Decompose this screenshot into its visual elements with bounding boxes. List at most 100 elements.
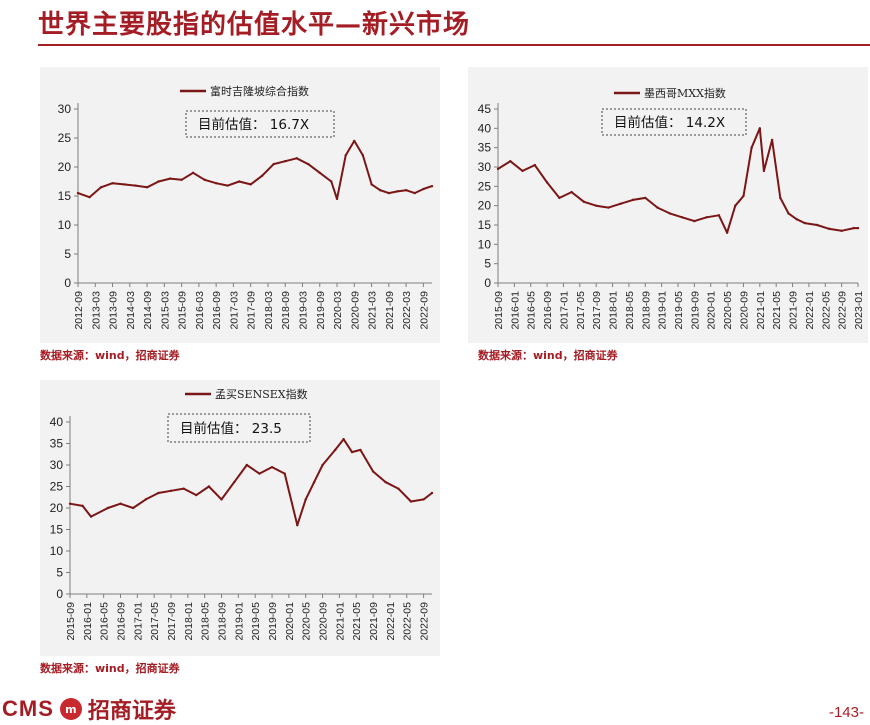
data-point [131, 506, 135, 510]
chart-source: 数据来源：wind，招商证券 [40, 349, 180, 362]
title-divider [38, 44, 870, 46]
data-point [157, 491, 160, 495]
x-tick-label: 2023-01 [853, 291, 865, 330]
data-point [582, 200, 586, 203]
x-tick-label: 2022-01 [385, 602, 397, 641]
data-point [318, 171, 321, 174]
x-tick-label: 2018-01 [183, 602, 195, 641]
x-tick-label: 2017-09 [166, 602, 178, 641]
x-tick-label: 2015-03 [159, 291, 171, 330]
legend-label: 孟买SENSEX指数 [215, 387, 308, 401]
data-point [226, 184, 229, 187]
data-point [350, 450, 354, 454]
y-tick-label: 40 [478, 121, 492, 135]
data-point [619, 202, 622, 205]
data-point [88, 195, 91, 199]
x-tick-label: 2021-03 [367, 291, 379, 330]
data-point [396, 190, 399, 193]
x-tick-label: 2022-01 [804, 291, 816, 330]
y-tick-label: 10 [58, 218, 72, 232]
data-point [76, 191, 80, 195]
x-tick-label: 2019-05 [250, 602, 262, 641]
y-tick-label: 35 [50, 437, 64, 451]
y-tick-label: 0 [56, 587, 63, 601]
data-point [134, 184, 137, 187]
x-tick-label: 2018-09 [217, 602, 229, 641]
x-tick-label: 2014-09 [142, 291, 154, 330]
chart-klci: 0 5 10 15 20 25 30 2012-09 2013-03 2013-09 2014-03… [58, 84, 434, 330]
x-tick-label: 2017-09 [591, 291, 603, 330]
data-point [750, 146, 753, 149]
chart-panel-sensex: 0 5 10 15 20 25 30 35 40 2015-09 2016-01 2016-05 201… [40, 380, 440, 656]
data-point [631, 198, 635, 202]
x-tick-label: 2019-09 [689, 291, 701, 330]
x-tick-label: 2020-01 [706, 291, 718, 330]
data-point [422, 498, 425, 501]
data-point [203, 178, 206, 181]
data-point [607, 206, 610, 209]
x-tick-label: 2015-09 [177, 291, 189, 330]
x-tick-label: 2017-05 [575, 291, 587, 330]
x-tick-label: 2019-01 [233, 602, 245, 641]
data-point [353, 139, 356, 143]
x-tick-label: 2021-05 [771, 291, 783, 330]
data-point [370, 183, 373, 186]
data-point [815, 223, 819, 227]
x-tick-label: 2017-05 [149, 602, 161, 641]
chart-source: 数据来源：wind，招商证券 [40, 662, 180, 675]
data-point [195, 493, 198, 497]
data-point [220, 498, 223, 501]
data-point [260, 174, 264, 177]
y-tick-label: 30 [50, 458, 64, 472]
data-point [283, 472, 286, 475]
logo-company-name: 招商证券 [87, 698, 176, 724]
data-point [119, 502, 122, 505]
data-point [404, 189, 408, 192]
data-point [430, 184, 434, 188]
x-tick-label: 2017-01 [132, 602, 144, 641]
x-tick-label: 2020-09 [349, 291, 361, 330]
data-point [856, 226, 860, 230]
data-point [770, 138, 774, 142]
data-point [81, 504, 84, 508]
data-point [409, 500, 413, 503]
page-number: -143- [828, 704, 864, 721]
x-tick-label: 2016-09 [116, 602, 128, 641]
data-point [68, 502, 72, 505]
x-tick-label: 2016-09 [542, 291, 554, 330]
x-tick-label: 2013-03 [90, 291, 102, 330]
data-point [496, 167, 500, 171]
data-point [371, 470, 375, 473]
x-tick-label: 2016-05 [526, 291, 538, 330]
data-point [378, 189, 382, 192]
x-tick-label: 2013-09 [108, 291, 120, 330]
annotation-text: 目前估值： 14.2X [614, 114, 725, 131]
data-point [335, 197, 339, 201]
x-tick-label: 2020-09 [318, 602, 330, 641]
data-point [779, 196, 782, 200]
y-tick-label: 20 [478, 199, 492, 213]
data-point [734, 204, 737, 207]
data-point [180, 178, 183, 181]
data-point [111, 182, 114, 185]
y-tick-label: 10 [50, 544, 64, 558]
data-point [237, 180, 241, 183]
x-tick-label: 2019-03 [297, 291, 309, 330]
x-tick-label: 2020-05 [722, 291, 734, 330]
data-point [312, 481, 316, 484]
data-point [145, 186, 149, 189]
x-tick-label: 2016-01 [509, 291, 521, 330]
y-tick-label: 30 [58, 102, 72, 116]
data-point [182, 487, 185, 490]
chart-panel-klci: 0 5 10 15 20 25 30 2012-09 2013-03 2013-09 2014-03… [40, 67, 440, 343]
data-point [258, 472, 261, 475]
x-tick-label: 2016-05 [99, 602, 111, 641]
page-title: 世界主要股指的估值水平—新兴市场 [38, 10, 471, 40]
x-tick-label: 2021-05 [351, 602, 363, 641]
data-point [430, 491, 434, 495]
data-point [387, 191, 391, 195]
data-point [803, 221, 807, 225]
data-point [144, 498, 147, 501]
data-point [742, 194, 745, 198]
x-tick-label: 2022-09 [837, 291, 849, 330]
